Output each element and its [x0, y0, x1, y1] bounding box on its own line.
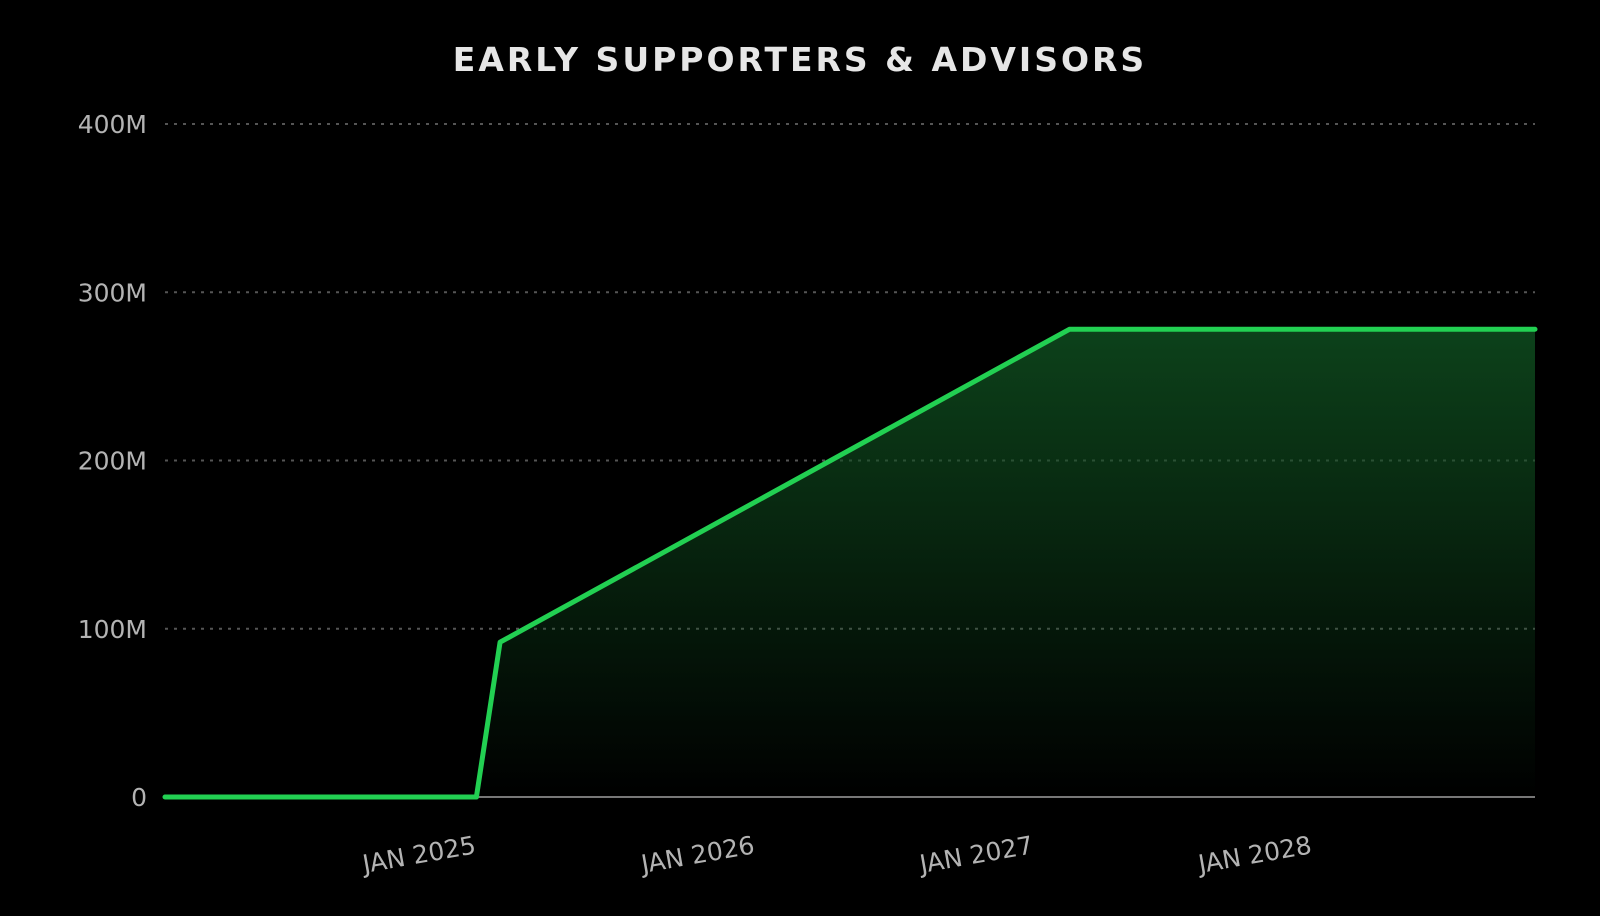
x-tick-label-2: JAN 2027: [916, 830, 1036, 879]
y-tick-labels: 0 100M 200M 300M 400M: [78, 110, 147, 812]
chart-title: EARLY SUPPORTERS & ADVISORS: [452, 40, 1148, 79]
x-tick-labels: JAN 2025 JAN 2026 JAN 2027 JAN 2028: [358, 830, 1313, 879]
x-tick-label-1: JAN 2026: [637, 830, 757, 879]
series-line-0: [162, 326, 1538, 800]
y-tick-label-1: 100M: [78, 615, 147, 644]
y-tick-label-2: 200M: [78, 447, 147, 476]
x-tick-label-3: JAN 2028: [1194, 830, 1314, 879]
y-tick-label-0: 0: [131, 783, 147, 812]
y-tick-label-4: 400M: [78, 110, 147, 139]
y-tick-label-3: 300M: [78, 278, 147, 307]
x-tick-label-0: JAN 2025: [358, 830, 478, 879]
series-lines: [162, 326, 1538, 800]
series-area-0: [165, 329, 1535, 797]
series-area: [165, 329, 1535, 797]
